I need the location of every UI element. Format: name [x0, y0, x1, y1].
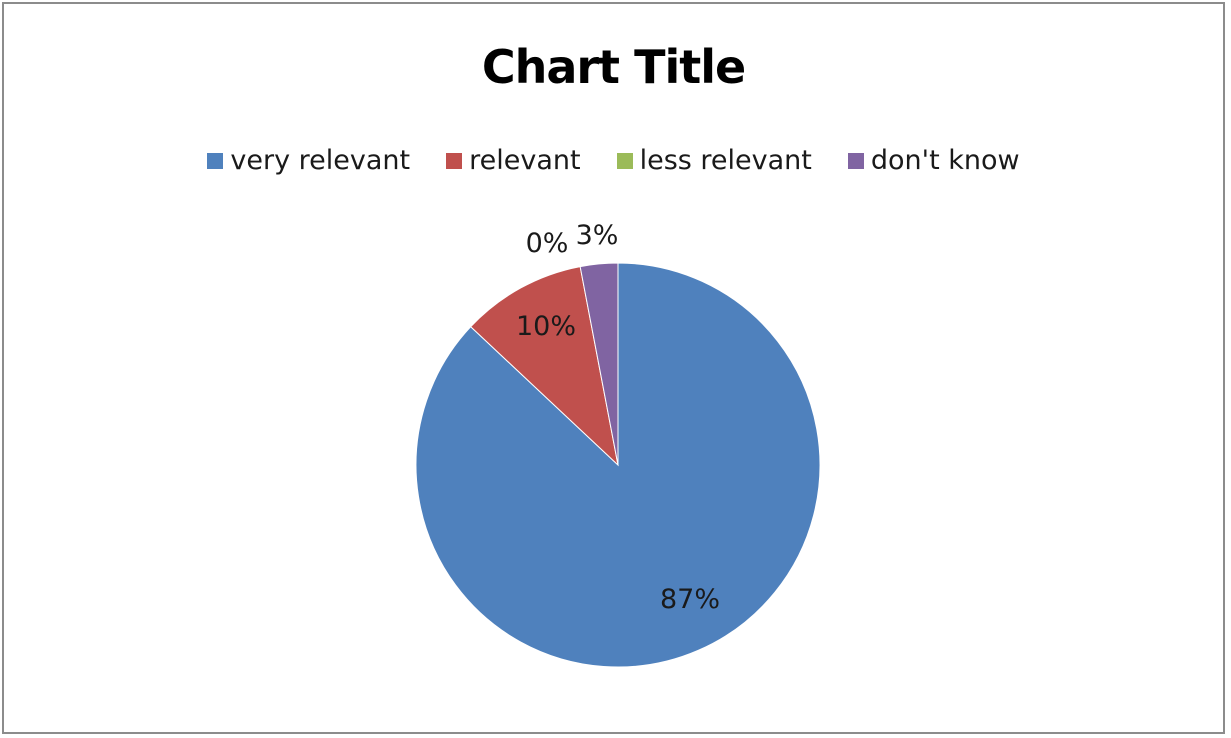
- legend-swatch-less-relevant: [616, 152, 633, 169]
- data-label-very-relevant: 87%: [660, 584, 720, 615]
- data-label-relevant: 10%: [516, 311, 576, 342]
- legend-swatch-relevant: [446, 152, 463, 169]
- legend-label-relevant: relevant: [469, 145, 581, 176]
- legend-item-very-relevant: very relevant: [207, 145, 410, 176]
- data-label-dont-know: 3%: [576, 220, 619, 251]
- pie-slice-relevant: [470, 265, 619, 467]
- legend: very relevant relevant less relevant don…: [4, 145, 1223, 176]
- data-label-less-relevant: 0%: [526, 228, 569, 259]
- chart-title: Chart Title: [481, 40, 746, 94]
- pie-data-labels: 87% 10% 0% 3%: [516, 220, 720, 615]
- legend-item-less-relevant: less relevant: [616, 145, 812, 176]
- legend-label-very-relevant: very relevant: [230, 145, 411, 176]
- legend-swatch-very-relevant: [207, 152, 224, 169]
- pie-slices: [415, 262, 821, 668]
- pie-slice-dont-know: [579, 262, 619, 466]
- legend-label-dont-know: don't know: [870, 145, 1020, 176]
- legend-label-less-relevant: less relevant: [639, 145, 812, 176]
- legend-swatch-dont-know: [847, 152, 864, 169]
- legend-item-relevant: relevant: [446, 145, 581, 176]
- legend-item-dont-know: don't know: [847, 145, 1020, 176]
